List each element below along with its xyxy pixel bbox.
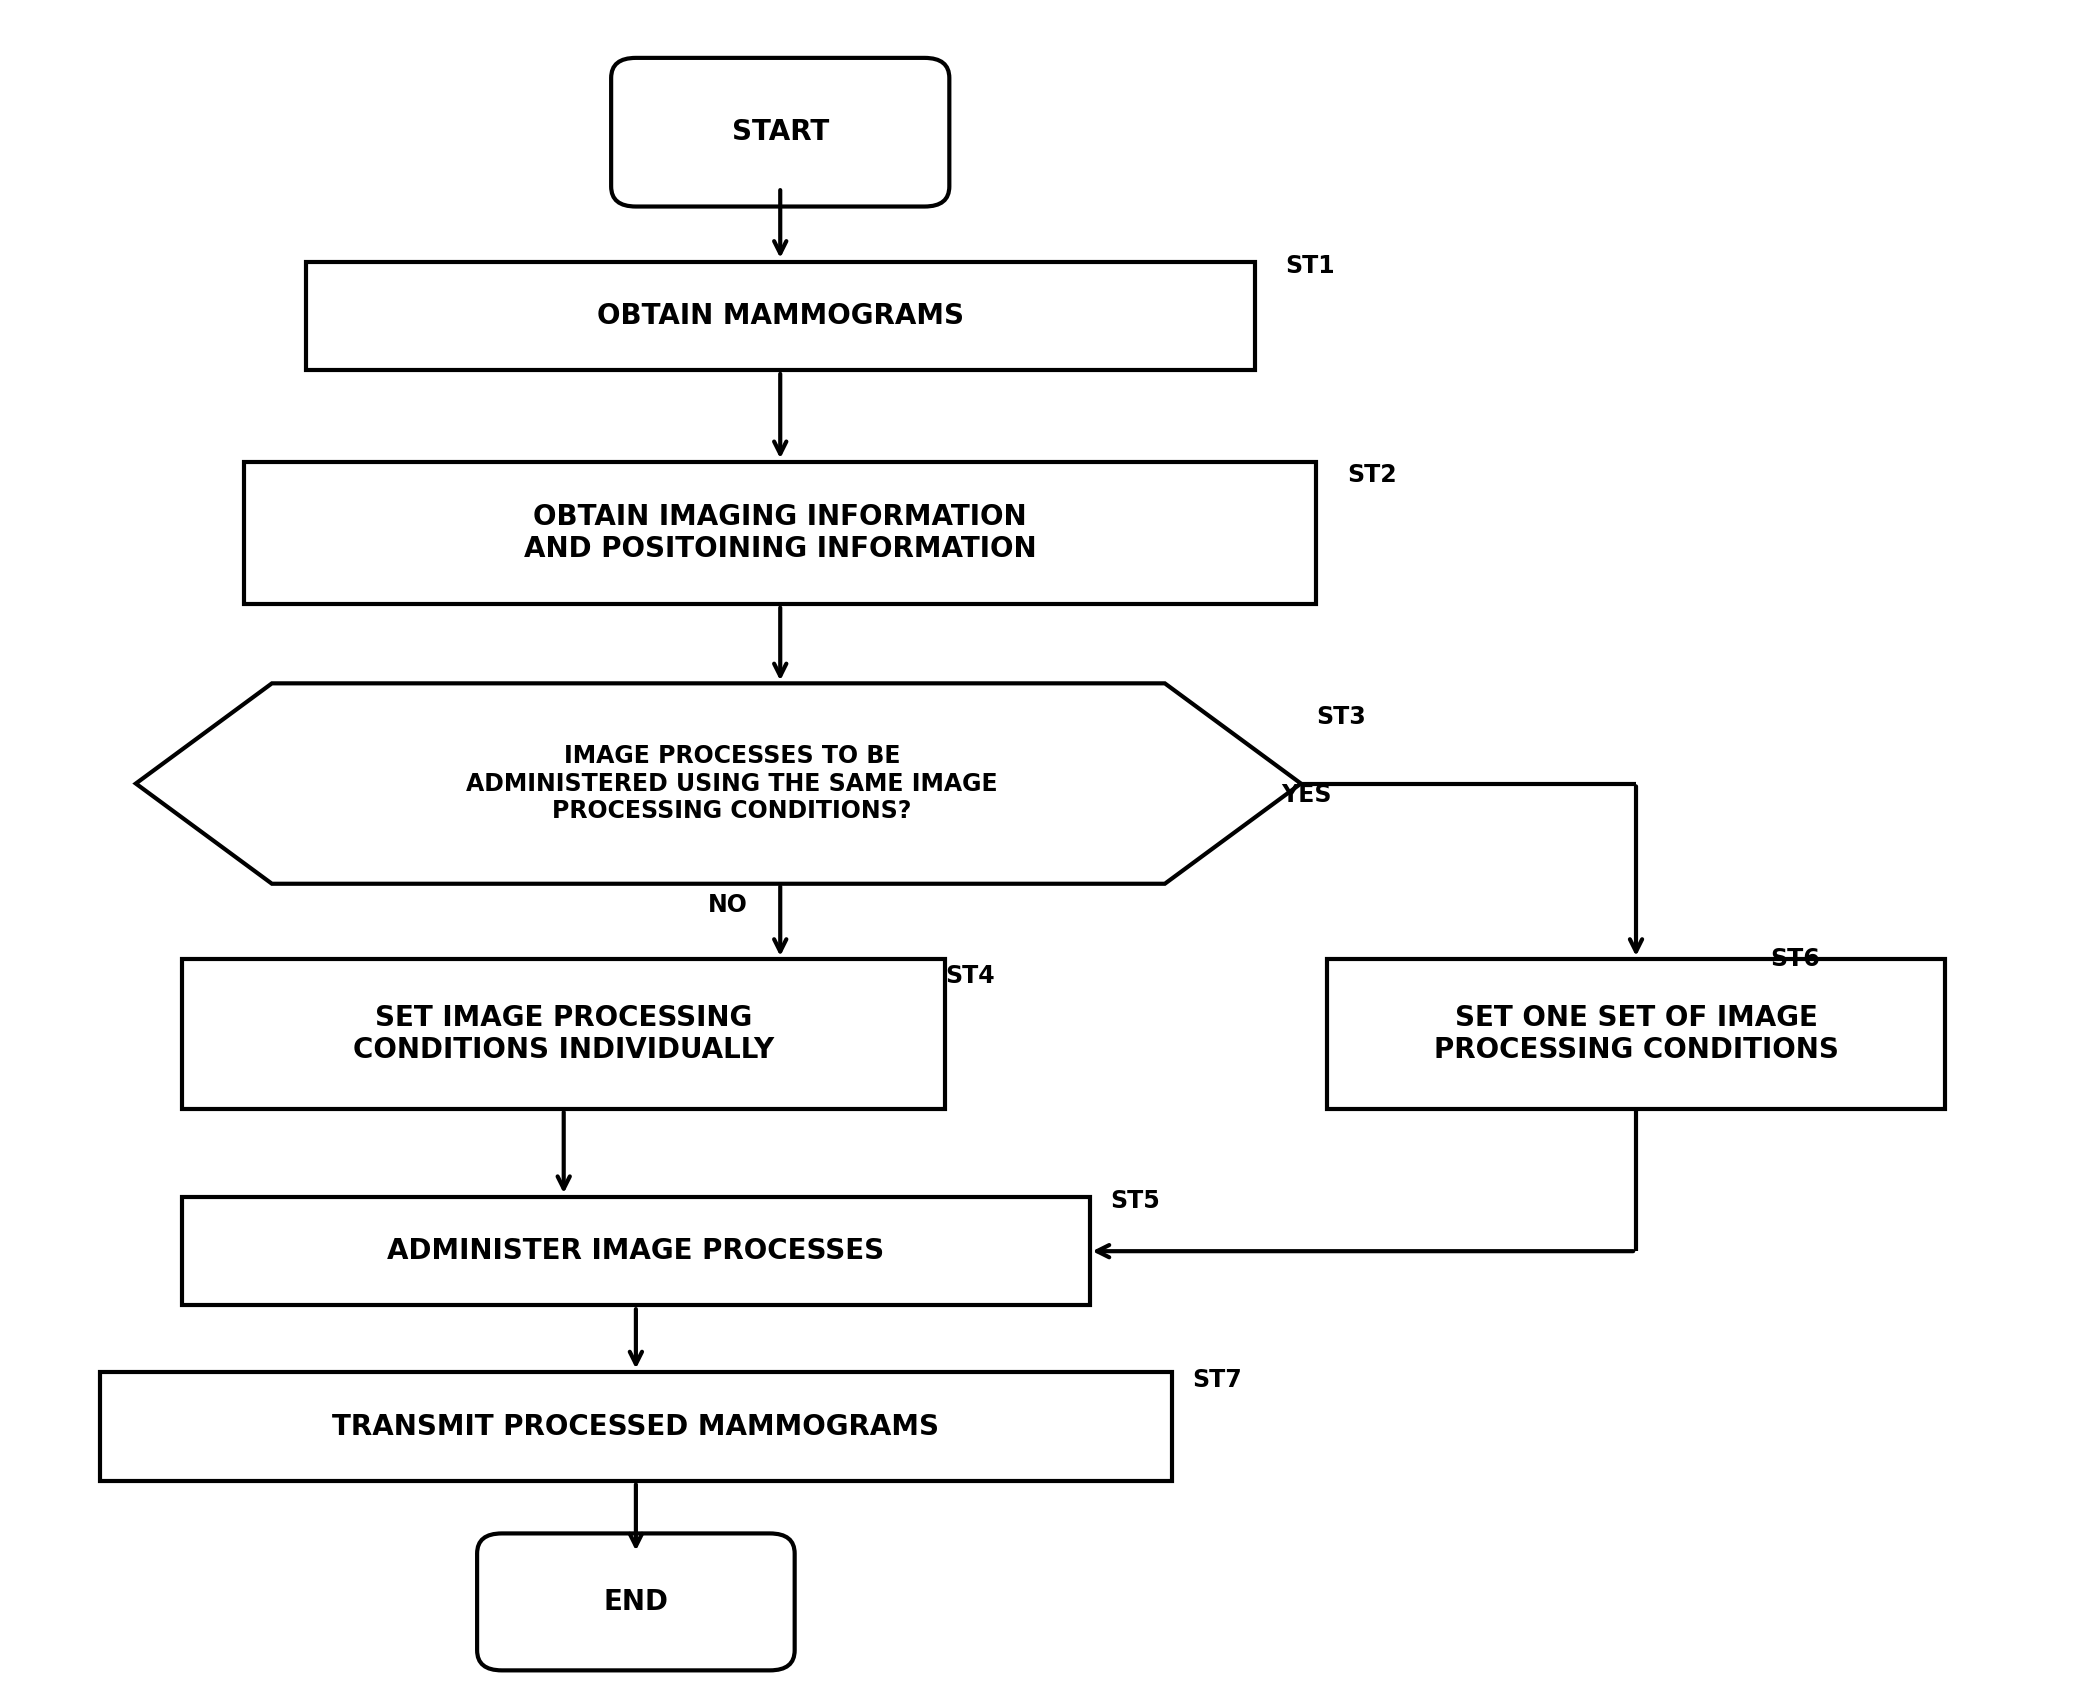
Text: ST2: ST2 <box>1347 463 1397 487</box>
FancyBboxPatch shape <box>610 57 949 207</box>
Bar <box>245 461 1316 605</box>
Polygon shape <box>135 684 1302 884</box>
Bar <box>100 1372 1173 1480</box>
Bar <box>1327 958 1945 1110</box>
Text: OBTAIN MAMMOGRAMS: OBTAIN MAMMOGRAMS <box>596 301 963 330</box>
Text: ST1: ST1 <box>1285 254 1335 278</box>
Text: ST4: ST4 <box>945 963 994 987</box>
Text: SET IMAGE PROCESSING
CONDITIONS INDIVIDUALLY: SET IMAGE PROCESSING CONDITIONS INDIVIDU… <box>353 1004 774 1064</box>
Text: IMAGE PROCESSES TO BE
ADMINISTERED USING THE SAME IMAGE
PROCESSING CONDITIONS?: IMAGE PROCESSES TO BE ADMINISTERED USING… <box>467 744 999 823</box>
Bar <box>183 958 945 1110</box>
Text: TRANSMIT PROCESSED MAMMOGRAMS: TRANSMIT PROCESSED MAMMOGRAMS <box>332 1413 938 1440</box>
Text: END: END <box>604 1588 668 1617</box>
Text: ST6: ST6 <box>1771 946 1821 972</box>
Text: ST3: ST3 <box>1316 704 1366 729</box>
Text: SET ONE SET OF IMAGE
PROCESSING CONDITIONS: SET ONE SET OF IMAGE PROCESSING CONDITIO… <box>1435 1004 1839 1064</box>
Text: YES: YES <box>1281 783 1333 807</box>
Text: NO: NO <box>708 894 747 918</box>
Text: OBTAIN IMAGING INFORMATION
AND POSITOINING INFORMATION: OBTAIN IMAGING INFORMATION AND POSITOINI… <box>523 504 1036 562</box>
Text: ADMINISTER IMAGE PROCESSES: ADMINISTER IMAGE PROCESSES <box>388 1238 884 1265</box>
Bar <box>183 1197 1090 1305</box>
FancyBboxPatch shape <box>477 1534 795 1671</box>
Text: ST7: ST7 <box>1192 1367 1241 1391</box>
Text: START: START <box>731 118 828 147</box>
Bar <box>305 261 1254 370</box>
Text: ST5: ST5 <box>1111 1189 1160 1212</box>
